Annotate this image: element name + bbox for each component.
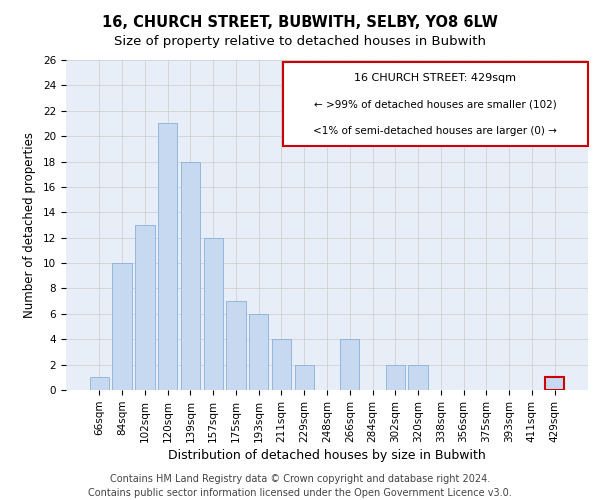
Y-axis label: Number of detached properties: Number of detached properties <box>23 132 36 318</box>
Bar <box>181 162 200 390</box>
Text: Size of property relative to detached houses in Bubwith: Size of property relative to detached ho… <box>114 35 486 48</box>
Text: <1% of semi-detached houses are larger (0) →: <1% of semi-detached houses are larger (… <box>313 126 557 136</box>
Bar <box>226 301 245 390</box>
Bar <box>340 339 359 390</box>
FancyBboxPatch shape <box>283 62 588 146</box>
Text: ← >99% of detached houses are smaller (102): ← >99% of detached houses are smaller (1… <box>314 100 557 110</box>
Bar <box>295 364 314 390</box>
Bar <box>158 124 178 390</box>
X-axis label: Distribution of detached houses by size in Bubwith: Distribution of detached houses by size … <box>168 449 486 462</box>
Bar <box>409 364 428 390</box>
Bar <box>135 225 155 390</box>
Text: 16 CHURCH STREET: 429sqm: 16 CHURCH STREET: 429sqm <box>355 73 517 83</box>
Bar <box>203 238 223 390</box>
Bar <box>112 263 132 390</box>
Text: Contains HM Land Registry data © Crown copyright and database right 2024.
Contai: Contains HM Land Registry data © Crown c… <box>88 474 512 498</box>
Bar <box>272 339 291 390</box>
Bar <box>545 378 564 390</box>
Bar <box>249 314 268 390</box>
Bar <box>90 378 109 390</box>
Bar <box>386 364 405 390</box>
Text: 16, CHURCH STREET, BUBWITH, SELBY, YO8 6LW: 16, CHURCH STREET, BUBWITH, SELBY, YO8 6… <box>102 15 498 30</box>
